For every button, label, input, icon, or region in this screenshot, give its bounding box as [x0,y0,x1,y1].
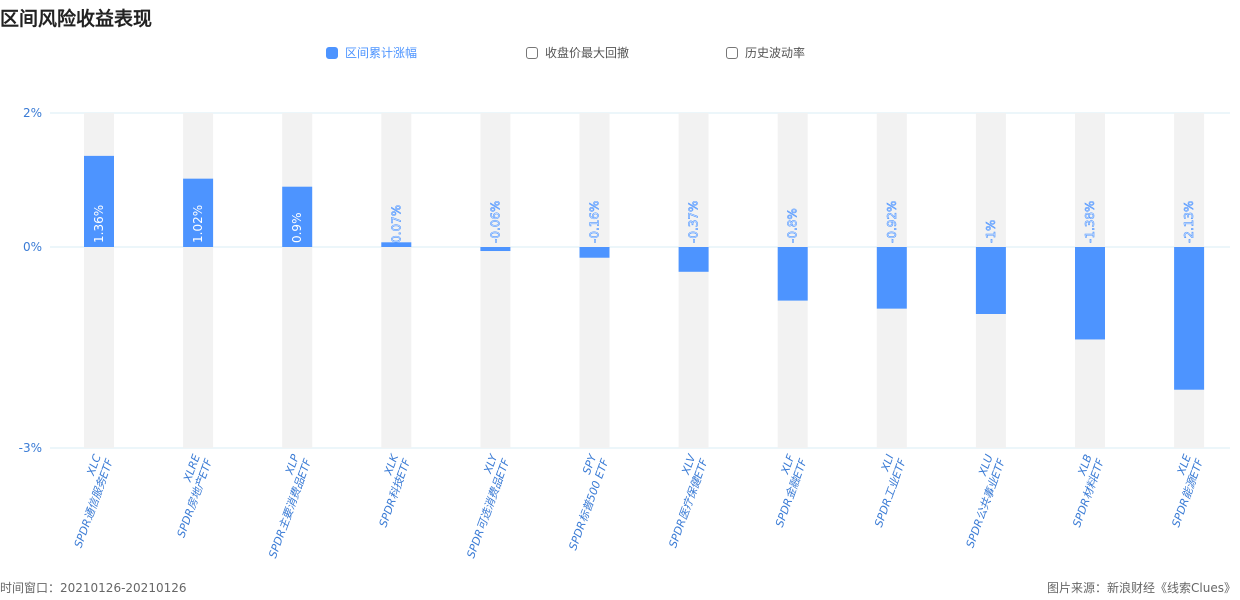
bar [381,242,412,247]
x-tick-label: XLPSPDR主要消费品ETF [254,452,314,560]
data-label: 1.36% [92,205,106,243]
y-tick-label: 2% [23,106,42,120]
data-label: 0.9% [290,213,304,244]
data-label: -1.38% [1083,201,1097,243]
bar [678,247,709,272]
legend-checkbox-icon [326,46,338,59]
x-tick-label: XLRESPDR房地产ETF [162,452,215,539]
data-label: -0.92% [885,201,899,243]
bar [777,247,808,301]
bar [282,186,313,247]
bar-background-band [282,113,313,448]
data-label: -0.37% [687,201,701,243]
bar-background-band [183,113,214,448]
bar [480,247,511,252]
bar-background-band [678,113,709,448]
x-tick-label: XLFSPDR金融ETF [761,452,810,529]
x-tick-label: XLUSPDR公共事业ETF [951,452,1008,550]
time-window-note: 时间窗口：20210126-20210126 [0,581,187,595]
bar-background-band [480,113,511,448]
data-label: -0.16% [588,201,602,243]
chart-legend: 区间累计涨幅 收盘价最大回撤 历史波动率 [0,44,1240,64]
chart-title: 区间风险收益表现 [0,8,153,30]
y-tick-label: -3% [19,441,42,455]
bar [579,247,610,258]
legend-label: 区间累计涨幅 [345,46,418,60]
x-tick-label: XLYSPDR可选消费品ETF [452,451,513,560]
data-label: -0.8% [786,208,800,243]
bar-background-band [579,113,610,448]
bar [876,247,907,309]
bar [84,155,114,247]
x-tick-label: XLBSPDR材料ETF [1058,452,1107,529]
legend-item-cumulative-return[interactable]: 区间累计涨幅 [326,44,417,61]
data-label: 0.07% [389,205,403,243]
data-label: -2.13% [1182,201,1196,243]
legend-checkbox-icon [726,46,738,59]
bar [1174,247,1205,390]
y-tick-label: 0% [23,240,42,254]
legend-label: 历史波动率 [745,46,806,60]
x-tick-label: XLESPDR能源ETF [1157,452,1206,529]
data-label: -0.06% [488,201,502,243]
bar [183,178,214,247]
legend-item-volatility[interactable]: 历史波动率 [726,44,805,61]
data-label: 1.02% [191,205,205,243]
legend-checkbox-icon [526,46,538,59]
x-tick-label: XLISPDR工业ETF [860,452,909,529]
data-label: -1% [984,220,998,243]
legend-label: 收盘价最大回撤 [545,46,630,60]
x-tick-code: XLI [878,453,896,474]
x-tick-label: XLKSPDR科技ETF [364,452,413,529]
bar-background-band [381,113,412,448]
image-source-note: 图片来源：新浪财经《线索Clues》 [1047,581,1236,595]
x-tick-label: XLCSPDR通信服务ETF [60,452,117,550]
legend-item-max-drawdown[interactable]: 收盘价最大回撤 [526,44,629,61]
bar [1075,247,1105,340]
bar [975,247,1006,314]
x-tick-label: XLVSPDR医疗保健ETF [654,451,711,549]
x-tick-label: SPYSPDR标普500 ETF [554,451,612,552]
